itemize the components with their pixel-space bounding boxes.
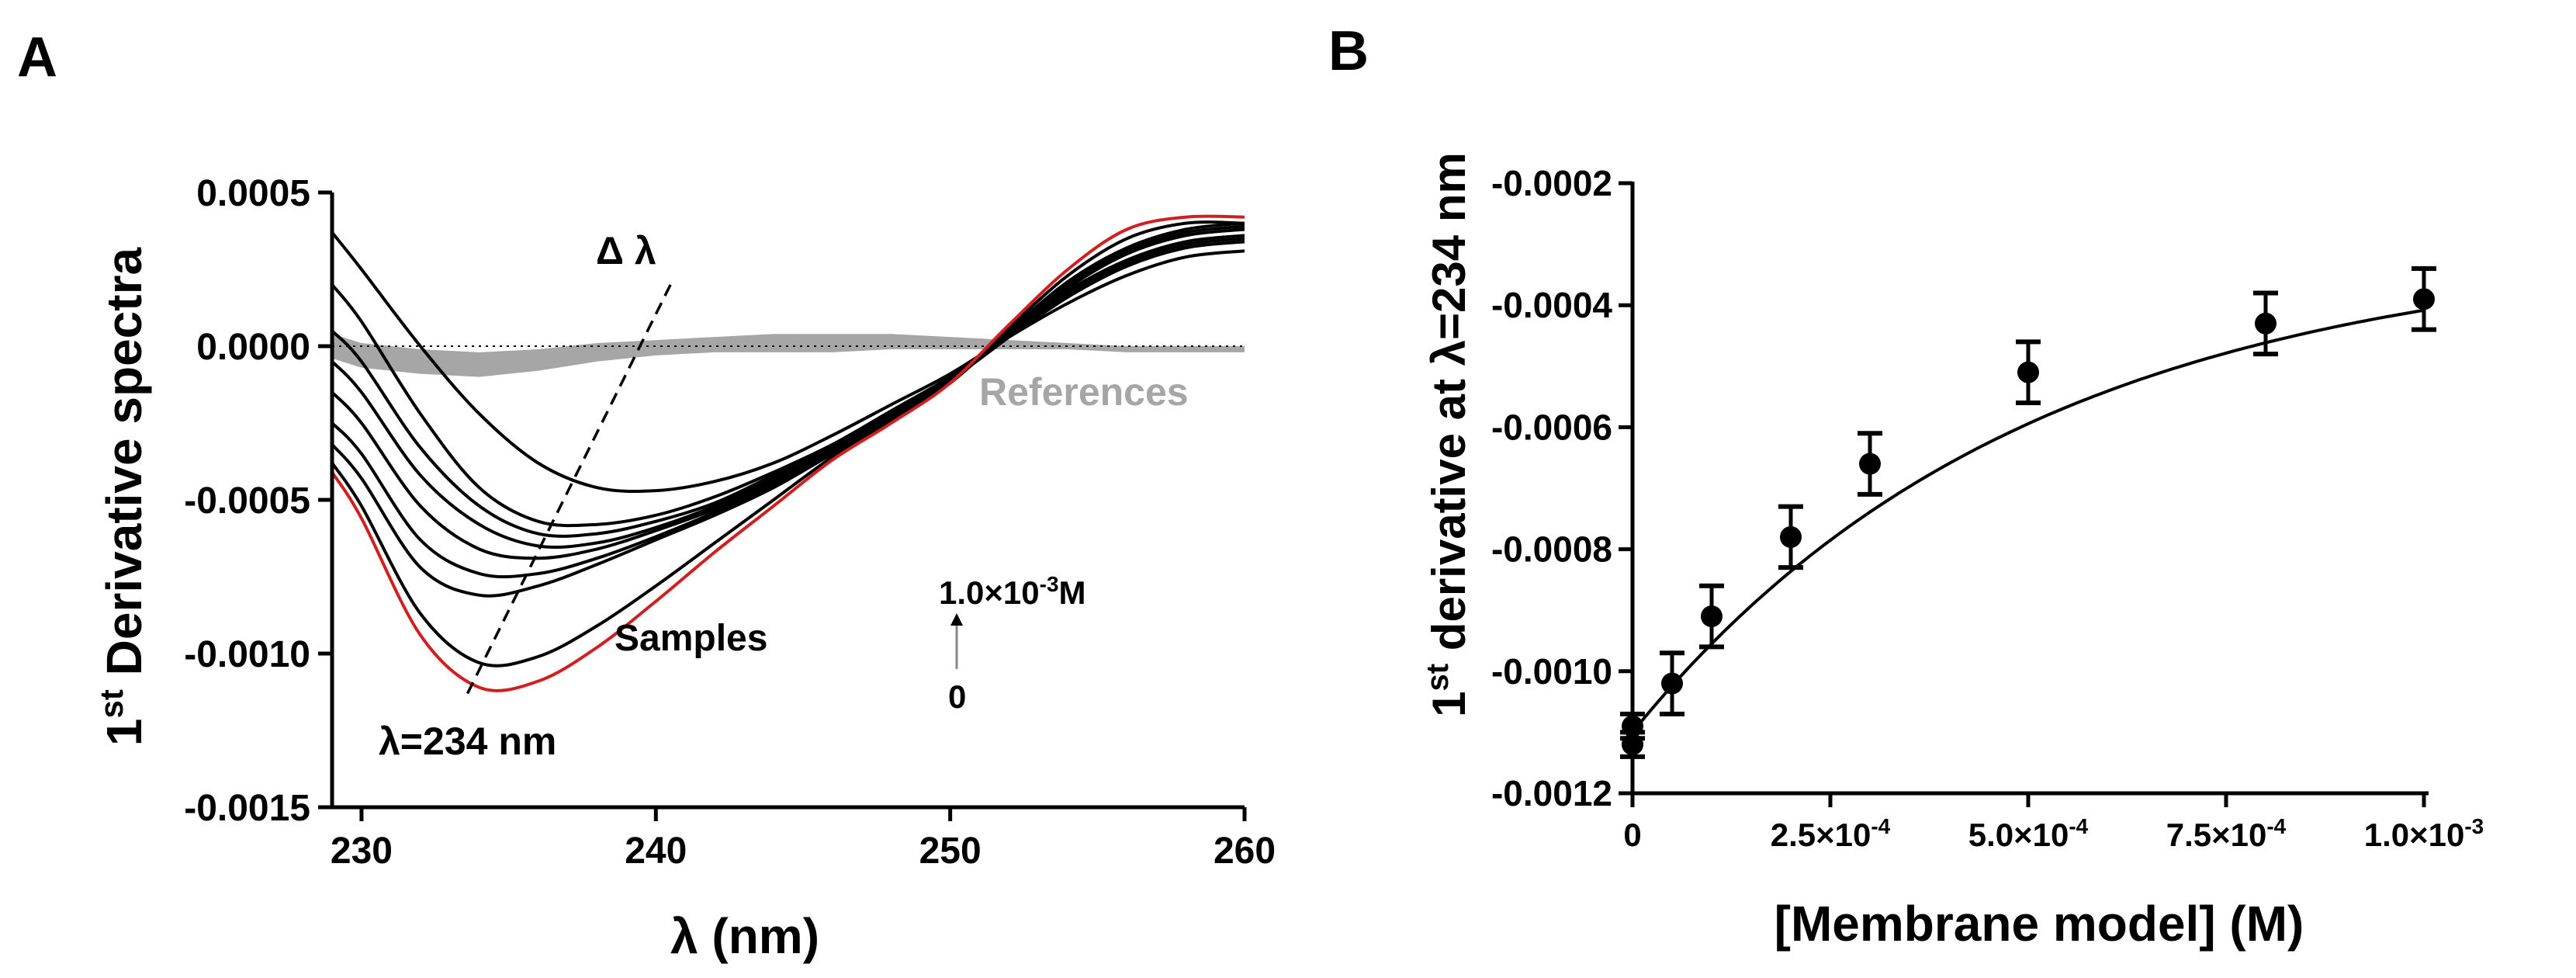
chart-a-xtick-label: 250 [919,831,982,872]
data-point-5 [1778,504,1803,570]
chart-b-ytick-label: -0.0006 [1491,407,1612,447]
spectrum-line-9 [331,214,1245,692]
concentration-arrow-head [950,613,963,626]
spectrum-line-4 [331,234,1245,550]
panel-label-b: B [1328,20,1369,82]
data-marker [2413,288,2435,310]
data-marker [1859,453,1881,475]
fit-curve [1631,308,2425,734]
chart-b-xtick-label: 0 [1623,817,1641,853]
chart-b-ytick-label: -0.0012 [1491,773,1612,813]
annotation-conc-top: 1.0×10-3M [939,572,1086,611]
data-marker [2017,361,2039,383]
delta-lambda-line [466,278,675,695]
chart-a-ylabel: 1st Derivative spectra [93,248,152,747]
chart-a-xtick-label: 260 [1214,831,1276,872]
chart-a-ytick-label: 0.0005 [196,173,310,214]
data-marker [1661,672,1683,695]
annotation-conc-bottom: 0 [948,678,966,715]
data-point-6 [1858,431,1882,497]
chart-b: 0 2.5×10-4 5.0×10-4 7.5×10-4 1.0×10-3 -0.0002… [1421,152,2484,952]
chart-b-xtick-label: 1.0×10-3 [2364,814,2484,853]
data-point-8 [2253,290,2278,357]
chart-b-ytick-label: -0.0004 [1491,285,1612,325]
chart-b-xtick-label: 5.0×10-4 [1968,814,2089,853]
data-point-9 [2412,266,2436,332]
chart-b-ylabel: 1st derivative at λ=234 nm [1421,152,1475,717]
spectrum-line-8 [331,220,1245,668]
chart-b-ytick-label: -0.0008 [1491,529,1612,570]
chart-a-xtick-label: 240 [625,831,687,872]
reference-band [332,334,1245,377]
annotation-samples: Samples [615,618,767,659]
spectrum-line-6 [331,224,1245,579]
annotation-references: References [979,370,1189,414]
chart-a-xtick-label: 230 [331,831,393,872]
chart-b-ytick-label: -0.0002 [1491,163,1612,203]
chart-b-xtick-label: 7.5×10-4 [2166,814,2287,853]
data-marker [1701,605,1723,628]
annotation-delta-lambda: Δ λ [596,229,656,272]
annotation-lambda-234: λ=234 nm [379,720,556,763]
chart-a-ytick-label: -0.0005 [184,480,310,522]
spectrum-line-1 [331,231,1245,493]
chart-a-ytick-label: -0.0010 [184,634,310,675]
data-point-7 [2016,339,2041,405]
chart-a-xlabel: λ (nm) [670,908,819,964]
chart-b-xlabel: [Membrane model] (M) [1774,896,2304,952]
data-point-3 [1660,650,1684,716]
chart-b-ytick-label: -0.0010 [1491,651,1612,692]
chart-a-ytick-label: -0.0015 [184,788,310,829]
data-marker [1780,525,1802,548]
spectrum-line-7 [331,221,1245,598]
chart-b-xtick-label: 2.5×10-4 [1771,814,1891,853]
panel-label-a: A [17,26,57,88]
chart-a: 230 240 250 260 0.0005 0.0000 -0.0005 -0.0010 -0… [93,173,1276,964]
spectrum-line-3 [331,237,1245,538]
data-point-4 [1699,583,1724,650]
chart-a-ytick-label: 0.0000 [196,327,310,368]
spectrum-line-5 [331,227,1245,560]
spectrum-line-2 [331,240,1245,528]
data-marker [2255,312,2277,335]
